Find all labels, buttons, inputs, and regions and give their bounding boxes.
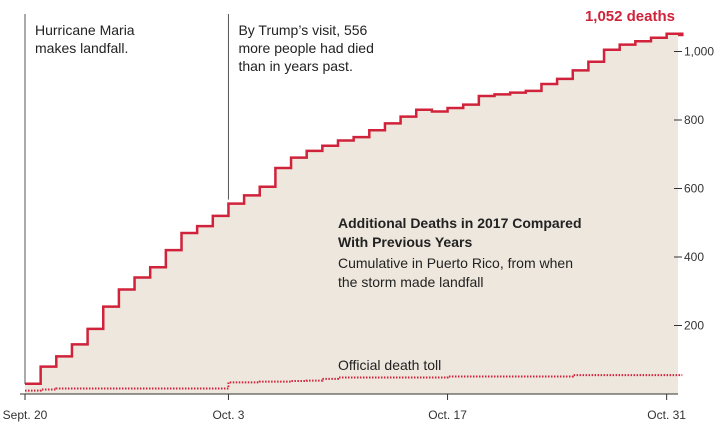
annotation-text-trump-visit: By Trump’s visit, 556 — [238, 22, 367, 38]
annotation-text-trump-visit: more people had died — [238, 40, 373, 56]
y-tick-label: 1,000 — [684, 45, 714, 59]
annotation-text-hurricane-maria: makes landfall. — [35, 40, 128, 56]
x-tick-label: Oct. 3 — [212, 408, 244, 422]
chart-title: Additional Deaths in 2017 Compared — [338, 215, 582, 231]
annotation-text-hurricane-maria: Hurricane Maria — [35, 22, 135, 38]
x-tick-label: Oct. 31 — [647, 408, 686, 422]
series-label-official-death-toll: Official death toll — [338, 357, 441, 373]
chart-subtitle: Cumulative in Puerto Rico, from when — [338, 255, 573, 271]
end-value-label: 1,052 deaths — [585, 8, 675, 25]
x-tick-label: Sept. 20 — [3, 408, 48, 422]
series-line-official-death-toll — [25, 374, 683, 392]
y-tick-label: 400 — [684, 250, 704, 264]
y-tick-label: 800 — [684, 113, 704, 127]
series-line-additional-deaths — [25, 32, 684, 385]
y-tick-label: 600 — [684, 182, 704, 196]
area-fill-additional-deaths — [25, 33, 683, 394]
y-tick-label: 200 — [684, 319, 704, 333]
chart-subtitle: the storm made landfall — [338, 274, 484, 290]
annotation-text-trump-visit: than in years past. — [238, 58, 352, 74]
x-tick-label: Oct. 17 — [428, 408, 467, 422]
chart-title: With Previous Years — [338, 234, 472, 250]
